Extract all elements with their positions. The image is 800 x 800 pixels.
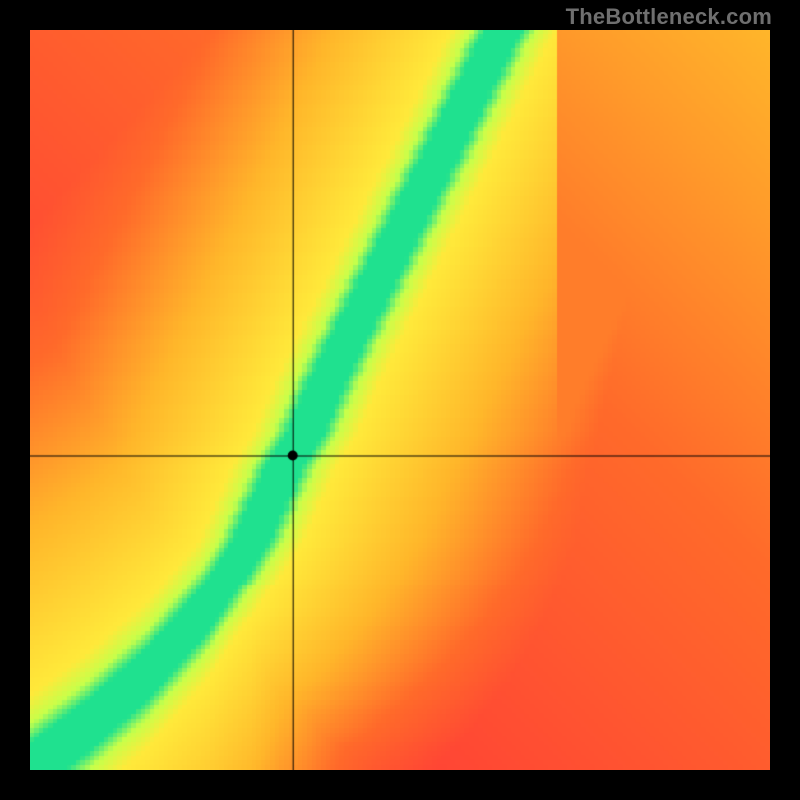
watermark-label: TheBottleneck.com <box>566 4 772 30</box>
bottleneck-heatmap <box>30 30 770 770</box>
